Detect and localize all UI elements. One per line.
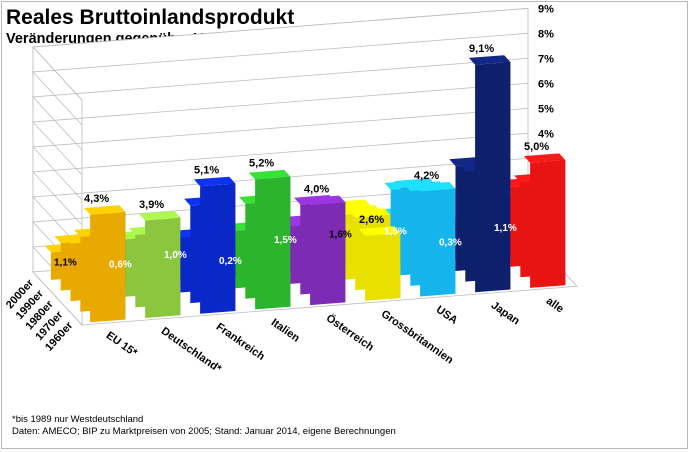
bar-top	[303, 195, 346, 206]
bars	[44, 55, 566, 323]
category-label-alle: alle	[544, 295, 566, 315]
gridline	[32, 82, 529, 176]
gridline	[32, 107, 529, 201]
z-tick-label: 8%	[538, 28, 554, 40]
bar-top	[138, 211, 181, 221]
bar-top	[193, 176, 236, 187]
bar-deutschland-1960er	[138, 211, 181, 318]
z-tick-label: 4%	[538, 128, 554, 140]
category-label-deutschland: Deutschland*	[159, 325, 224, 376]
bar-front	[200, 183, 236, 314]
front-value-label: 1,1%	[54, 257, 77, 268]
z-tick-label: 6%	[538, 78, 554, 90]
bar-eu-15-1960er	[83, 205, 126, 323]
bar-front	[530, 160, 566, 288]
bar-top	[83, 205, 126, 215]
category-label-sterreich: Österreich	[324, 311, 377, 353]
top-value-label: 9,1%	[469, 43, 494, 55]
bar-alle-1960er	[523, 153, 566, 288]
gridline	[32, 32, 529, 126]
front-value-label: 0,3%	[439, 237, 462, 248]
bar-top	[523, 153, 566, 163]
category-label-japan: Japan	[489, 299, 522, 327]
bar-front	[255, 176, 291, 310]
chart-title: Reales Bruttoinlandsprodukt	[6, 6, 295, 29]
data-labels: 4,3% 1,1% 3,9% 0,6% 5,1% 1,0% 5,2% 0,2% 4,0% 1,5%…	[54, 43, 549, 270]
front-value-label: 1,1%	[494, 223, 517, 234]
top-value-label: 5,1%	[194, 164, 219, 176]
bar-sterreich-1960er	[303, 195, 346, 306]
z-tick-label: 7%	[538, 53, 554, 65]
bar-grossbritannien-1960er	[358, 226, 401, 301]
category-label-italien: Italien	[269, 317, 302, 345]
bar-italien-1960er	[248, 169, 291, 310]
bar-top	[358, 226, 401, 236]
bar-front	[420, 188, 456, 297]
bar-front	[310, 202, 346, 306]
top-value-label: 5,0%	[524, 141, 549, 153]
bar-front	[90, 212, 126, 323]
front-value-label: 1,6%	[329, 230, 352, 241]
front-value-label: 0,2%	[219, 256, 242, 267]
front-value-label: 0,6%	[109, 259, 132, 270]
bar-front	[365, 233, 401, 301]
bar-usa-1960er	[413, 182, 456, 297]
gridline	[32, 7, 529, 101]
gridline	[32, 157, 529, 251]
footnote-source: Daten: AMECO; BIP zu Marktpreisen von 20…	[12, 426, 396, 437]
top-value-label: 4,3%	[84, 193, 109, 205]
category-label-frankreich: Frankreich	[214, 321, 267, 363]
top-value-label: 2,6%	[359, 214, 384, 226]
bar-front	[145, 217, 181, 318]
top-value-label: 4,2%	[414, 170, 439, 182]
top-value-label: 4,0%	[304, 183, 329, 195]
z-tick-label: 9%	[538, 3, 554, 15]
bar-japan-1960er	[468, 55, 511, 293]
category-label-eu-15: EU 15*	[104, 329, 140, 359]
footnote-note: *bis 1989 nur Westdeutschland	[12, 414, 144, 425]
front-value-label: 1,0%	[164, 250, 187, 261]
front-value-label: 1,5%	[274, 235, 297, 246]
top-value-label: 3,9%	[139, 199, 164, 211]
bar-top	[349, 208, 391, 218]
z-tick-label: 5%	[538, 103, 554, 115]
gridline	[32, 57, 529, 151]
gridline	[32, 132, 529, 226]
front-value-label: 1,5%	[384, 227, 407, 238]
top-value-label: 5,2%	[249, 158, 274, 170]
bar-top	[248, 169, 291, 180]
category-label-usa: USA	[434, 304, 460, 327]
bar-frankreich-1960er	[193, 176, 236, 314]
bar-front	[475, 62, 511, 293]
bar-top	[413, 182, 456, 192]
bar-top	[468, 55, 511, 65]
